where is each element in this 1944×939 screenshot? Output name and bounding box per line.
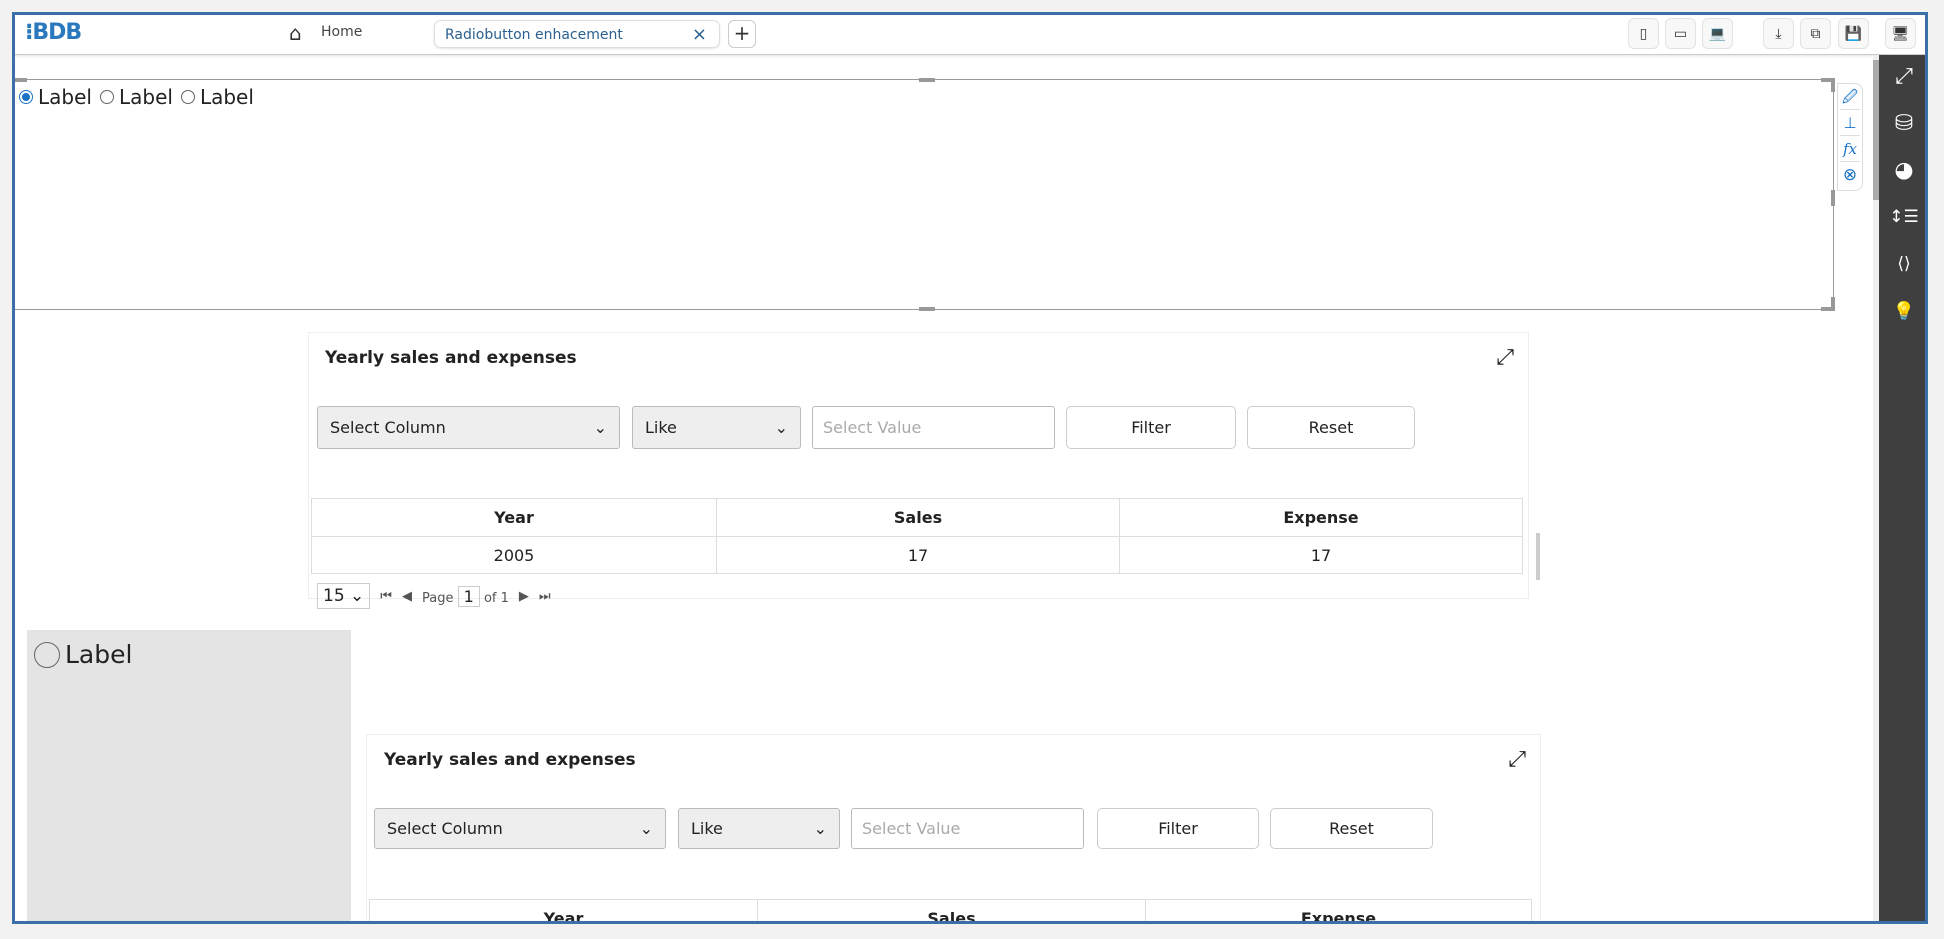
data-table: Year Sales Expense 2005 17 17	[311, 498, 1523, 574]
expand-icon[interactable]: ⤢	[1895, 64, 1913, 89]
select-column-dropdown[interactable]: Select Column ⌄	[374, 808, 666, 849]
chevron-down-icon: ⌄	[813, 819, 827, 838]
database-icon[interactable]: ⛁	[1894, 111, 1914, 136]
pie-chart-icon[interactable]: ◕	[1894, 158, 1914, 183]
select-value-input[interactable]: Select Value	[851, 808, 1084, 849]
select-column-dropdown[interactable]: Select Column ⌄	[317, 406, 620, 449]
next-page-icon[interactable]: ▶	[518, 588, 529, 604]
top-bar: ⁝BDB ⌂ Home Radiobutton enhacement × + ▯ …	[15, 15, 1925, 55]
tablet-view-button[interactable]: ▭	[1665, 18, 1696, 49]
column-header[interactable]: Sales	[757, 899, 1146, 921]
component-toolbar: 🖉 ⊥ fx ⊗	[1837, 83, 1863, 191]
data-table: Year Sales Expense	[369, 899, 1532, 921]
remove-icon[interactable]: ⊗	[1842, 165, 1858, 185]
bdb-logo: ⁝BDB	[25, 20, 82, 45]
last-page-icon[interactable]: ⏭	[538, 588, 551, 604]
axis-icon[interactable]: ⊥	[1840, 110, 1860, 136]
radio-option-1[interactable]: Label	[19, 85, 92, 109]
tab-label: Radiobutton enhacement	[445, 27, 623, 43]
radio-button[interactable]	[99, 90, 114, 104]
column-header[interactable]: Year	[369, 899, 758, 921]
home-icon[interactable]: ⌂	[289, 21, 302, 45]
radio-button[interactable]	[34, 641, 60, 668]
radio-option-2[interactable]: Label	[99, 85, 173, 109]
page-size-select[interactable]: 15 ⌄	[317, 583, 371, 609]
table-row: 2005 17 17	[311, 536, 1523, 574]
edit-screen-icon[interactable]: 🖉	[1840, 84, 1860, 110]
filter-button[interactable]: Filter	[1066, 406, 1236, 449]
vertical-scrollbar[interactable]	[1873, 55, 1879, 921]
table-widget: Yearly sales and expenses ⤢ Select Colum…	[308, 332, 1540, 609]
right-sidebar: ⤢ ⛁ ◕ ↕☰ ⟨⟩ 💡	[1879, 55, 1925, 921]
widget-title: Yearly sales and expenses	[384, 750, 636, 770]
column-header[interactable]: Expense	[1119, 498, 1523, 537]
widget-title: Yearly sales and expenses	[325, 348, 577, 368]
page-number-input[interactable]: 1	[457, 585, 480, 607]
mobile-view-button[interactable]: ▯	[1628, 18, 1659, 49]
chevron-down-icon: ⌄	[774, 418, 788, 437]
expand-icon[interactable]: ⤢	[1508, 747, 1526, 772]
operator-dropdown[interactable]: Like ⌄	[632, 406, 801, 449]
line-height-icon[interactable]: ↕☰	[1889, 207, 1919, 227]
operator-dropdown[interactable]: Like ⌄	[678, 808, 840, 849]
radio-group-component[interactable]	[15, 78, 1835, 311]
table-header-row: Year Sales Expense	[311, 498, 1523, 537]
first-page-icon[interactable]: ⏮	[380, 588, 392, 604]
radio-button[interactable]	[180, 90, 195, 104]
table-scrollbar[interactable]	[1536, 533, 1540, 580]
desktop-view-button[interactable]: 🖥	[1885, 18, 1916, 49]
select-value-input[interactable]: Select Value	[812, 406, 1055, 449]
function-icon[interactable]: fx	[1840, 136, 1860, 162]
add-tab-button[interactable]: +	[728, 20, 756, 48]
column-header[interactable]: Year	[311, 498, 717, 537]
filter-button[interactable]: Filter	[1097, 808, 1259, 849]
prev-page-icon[interactable]: ◀	[402, 588, 412, 604]
close-tab-icon[interactable]: ×	[691, 24, 707, 45]
reset-button[interactable]: Reset	[1247, 406, 1415, 449]
chevron-down-icon: ⌄	[639, 819, 653, 838]
radio-button-selected[interactable]	[19, 90, 33, 104]
copy-button[interactable]: ⧉	[1800, 18, 1831, 49]
code-icon[interactable]: ⟨⟩	[1897, 254, 1911, 274]
save-button[interactable]: 💾	[1838, 18, 1869, 49]
home-link[interactable]: Home	[321, 24, 363, 40]
radio-option-3[interactable]: Label	[180, 85, 254, 109]
radio-group: Label Label Label	[19, 85, 254, 109]
table-widget-2: Yearly sales and expenses ⤢ Select Colum…	[366, 734, 1541, 921]
column-header[interactable]: Sales	[716, 498, 1120, 537]
laptop-view-button[interactable]: 💻	[1702, 18, 1733, 49]
tab-radiobutton-enhacement[interactable]: Radiobutton enhacement ×	[434, 20, 720, 48]
reset-button[interactable]: Reset	[1270, 808, 1433, 849]
table-header-row: Year Sales Expense	[369, 899, 1532, 921]
app-window: ⁝BDB ⌂ Home Radiobutton enhacement × + ▯ …	[12, 12, 1928, 924]
single-radio-component: Label	[27, 630, 351, 921]
download-button[interactable]: ⤓	[1763, 18, 1794, 49]
pagination: 15 ⌄ ⏮ ◀ Page 1 of 1 ▶ ⏭	[317, 583, 551, 609]
column-header[interactable]: Expense	[1145, 899, 1532, 921]
chevron-down-icon: ⌄	[593, 418, 607, 437]
expand-icon[interactable]: ⤢	[1496, 345, 1514, 370]
scrollbar-thumb[interactable]	[1873, 60, 1879, 200]
single-radio-option[interactable]: Label	[34, 640, 132, 669]
lightbulb-icon[interactable]: 💡	[1892, 301, 1916, 322]
